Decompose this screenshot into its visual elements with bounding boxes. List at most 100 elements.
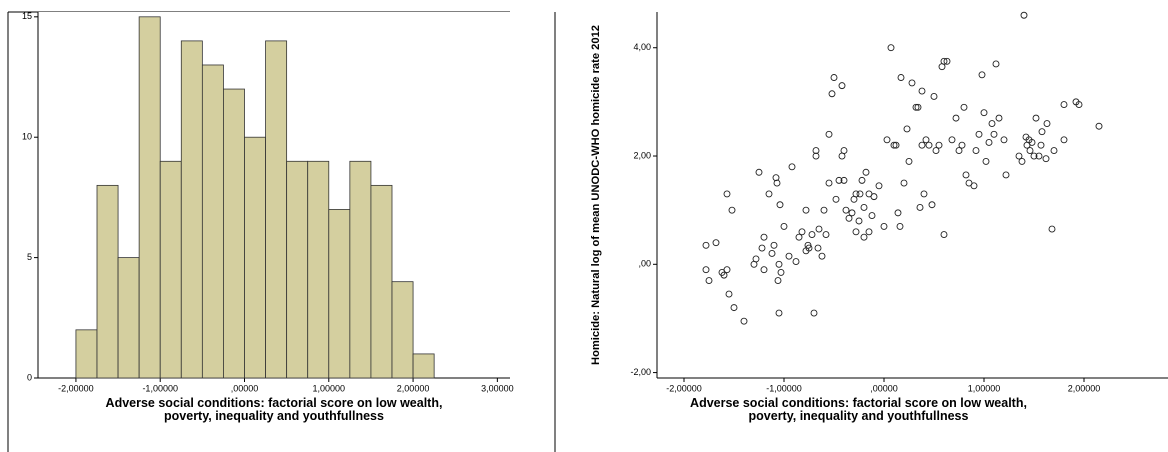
point [935, 141, 943, 149]
point [1018, 157, 1026, 165]
point [980, 109, 988, 117]
point [1050, 147, 1058, 155]
point [948, 136, 956, 144]
point [774, 277, 782, 284]
point [870, 193, 878, 201]
x-tick-label: 1,00000 [313, 383, 346, 393]
point [990, 130, 998, 138]
point [852, 228, 860, 236]
point [702, 241, 710, 249]
y-tick-label: 4,00 [633, 42, 651, 52]
point [818, 252, 826, 260]
bar [117, 257, 140, 379]
point [765, 190, 773, 198]
y-tick-label: 5 [27, 252, 32, 262]
point [914, 103, 922, 111]
y-tick-label: ,00 [638, 259, 651, 269]
point [792, 258, 800, 266]
x-tick-label: 2,00000 [397, 383, 430, 393]
point [880, 222, 888, 230]
point [952, 114, 960, 122]
x-axis-title: Adverse social conditions: factorial sco… [690, 396, 1027, 423]
point [883, 136, 891, 144]
point [900, 179, 908, 187]
point [712, 239, 720, 247]
point [842, 206, 850, 214]
point [772, 174, 780, 182]
point [820, 206, 828, 214]
point [815, 225, 823, 233]
point [835, 176, 843, 184]
bar [286, 160, 309, 379]
point [943, 57, 951, 65]
point [812, 147, 820, 155]
point [1095, 122, 1103, 130]
point [812, 152, 820, 160]
point [775, 309, 783, 317]
point [798, 228, 806, 236]
point [802, 206, 810, 214]
bar [244, 136, 266, 379]
point [760, 233, 768, 241]
point [928, 201, 936, 209]
point [728, 206, 736, 214]
point [776, 201, 784, 209]
point [940, 231, 948, 238]
point [918, 87, 926, 95]
point [972, 147, 980, 155]
y-tick-label: 0 [27, 372, 32, 382]
y-tick-label: 10 [22, 132, 32, 142]
bar [223, 88, 245, 379]
point [720, 271, 728, 279]
point [955, 147, 963, 155]
point [916, 204, 924, 211]
point [995, 114, 1003, 122]
point [1048, 225, 1056, 233]
x-tick-label: 1,00000 [968, 383, 1001, 393]
point [785, 252, 793, 260]
point [705, 277, 713, 284]
y-tick-label: 2,00 [633, 150, 651, 160]
point [1020, 11, 1028, 19]
bar [180, 40, 203, 379]
bar [96, 184, 119, 379]
x-tick-label: ,00000 [870, 383, 898, 393]
point [897, 74, 905, 81]
point [808, 231, 816, 238]
point [1002, 171, 1010, 179]
point [908, 79, 916, 87]
point [978, 71, 986, 79]
point [958, 141, 966, 149]
point [960, 103, 968, 111]
point [932, 147, 940, 155]
point [752, 255, 760, 263]
point [838, 82, 846, 90]
bar [307, 160, 330, 379]
bar [391, 281, 414, 379]
point [773, 179, 781, 187]
point [825, 130, 833, 138]
point [702, 266, 710, 274]
point [788, 163, 796, 171]
y-tick-label: 15 [22, 11, 32, 21]
point [828, 90, 836, 98]
point [1042, 155, 1050, 163]
point [848, 209, 856, 217]
point [1037, 141, 1045, 149]
point [1028, 139, 1036, 146]
bar [138, 16, 161, 379]
point [912, 103, 920, 111]
point [922, 136, 930, 144]
point [940, 57, 948, 65]
point [777, 268, 785, 276]
point [920, 190, 928, 198]
point [822, 231, 830, 238]
point [723, 266, 731, 274]
point [930, 93, 938, 100]
point [988, 120, 996, 127]
point [1060, 101, 1068, 109]
point [1035, 152, 1043, 160]
point [1026, 147, 1034, 155]
